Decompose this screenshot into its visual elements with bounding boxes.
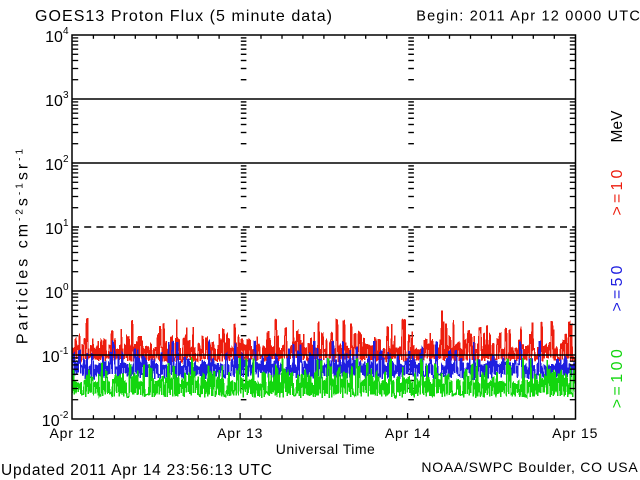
svg-text:>=10: >=10	[609, 167, 626, 216]
svg-text:Apr 12: Apr 12	[49, 425, 95, 441]
svg-text:Apr 15: Apr 15	[552, 425, 598, 441]
svg-text:GOES13 Proton Flux (5 minute d: GOES13 Proton Flux (5 minute data)	[35, 8, 333, 25]
svg-text:Apr 14: Apr 14	[385, 425, 431, 441]
svg-text:MeV: MeV	[609, 110, 626, 143]
svg-text:Universal Time: Universal Time	[276, 441, 376, 457]
svg-text:>=50: >=50	[609, 263, 626, 312]
svg-text:Particles cm-2s-1sr-1: Particles cm-2s-1sr-1	[15, 146, 32, 344]
svg-text:Apr 13: Apr 13	[217, 425, 263, 441]
svg-text:>=100: >=100	[609, 346, 626, 408]
svg-text:Begin: 2011 Apr 12 0000 UTC: Begin: 2011 Apr 12 0000 UTC	[416, 9, 640, 25]
svg-text:NOAA/SWPC Boulder, CO USA: NOAA/SWPC Boulder, CO USA	[421, 459, 638, 475]
svg-text:Updated 2011 Apr 14 23:56:13 U: Updated 2011 Apr 14 23:56:13 UTC	[1, 462, 273, 479]
